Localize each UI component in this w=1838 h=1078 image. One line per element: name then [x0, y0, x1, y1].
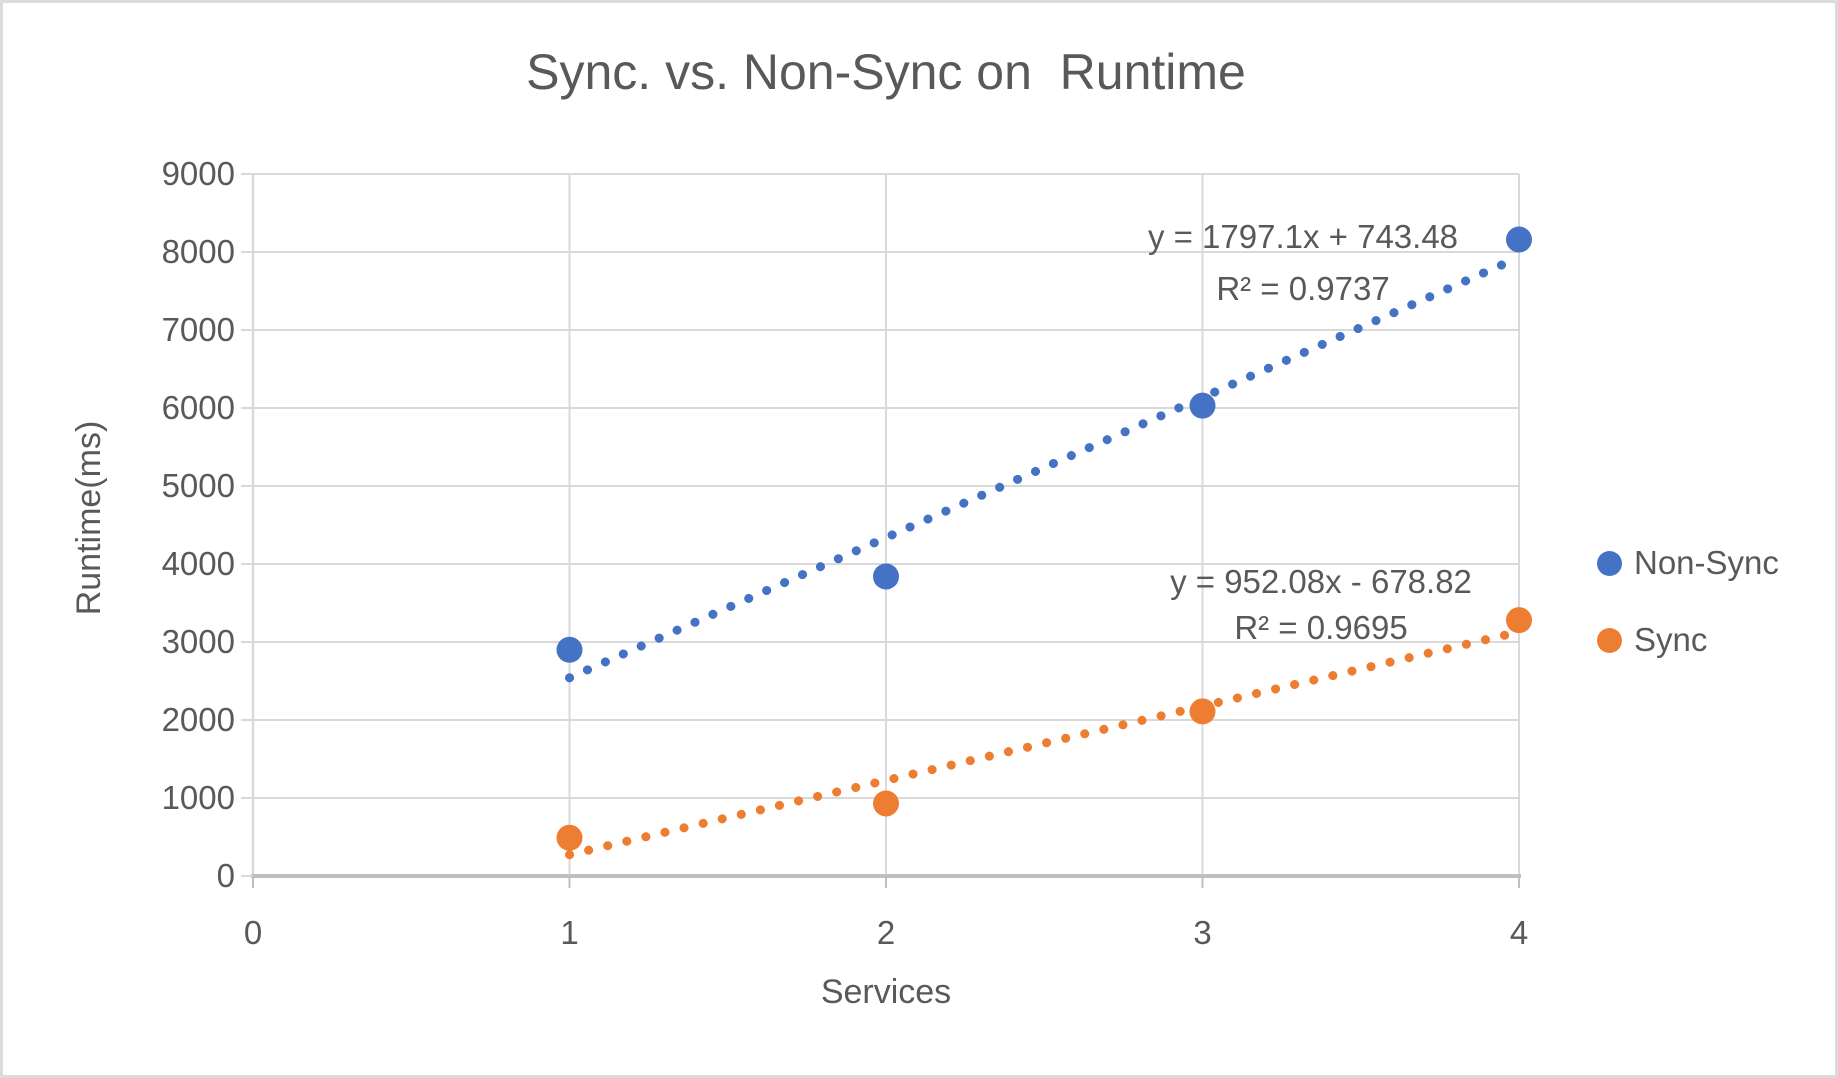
- data-point-non-sync: [556, 636, 583, 663]
- y-tick-label: 5000: [161, 467, 235, 504]
- y-tick-label: 7000: [161, 311, 235, 348]
- data-point-non-sync: [1189, 392, 1216, 419]
- legend-marker-icon: [1597, 550, 1622, 576]
- data-point-sync: [556, 824, 583, 851]
- y-tick-label: 0: [216, 857, 235, 894]
- y-tick-label: 8000: [161, 233, 235, 270]
- y-tick-label: 9000: [161, 155, 235, 192]
- y-axis-title: Runtime(ms): [70, 420, 108, 616]
- legend-item-non-sync: Non-Sync: [1597, 539, 1779, 587]
- trendline-non-sync: [565, 252, 1524, 683]
- trendline-r2-sync: R² = 0.9695: [1234, 609, 1408, 646]
- trendline-equation-sync: y = 952.08x - 678.82: [1170, 563, 1472, 600]
- y-tick-label: 6000: [161, 389, 235, 426]
- legend-label: Sync: [1634, 621, 1708, 658]
- y-tick-label: 1000: [161, 779, 235, 816]
- trendline-sync: [565, 627, 1524, 860]
- chart-title: Sync. vs. Non-Sync on Runtime: [526, 44, 1246, 100]
- x-tick-label: 1: [560, 914, 579, 951]
- trendline-equation-non-sync: y = 1797.1x + 743.48: [1147, 218, 1459, 255]
- data-point-sync: [1189, 698, 1216, 725]
- trendline-r2-non-sync: R² = 0.9737: [1216, 270, 1390, 307]
- data-point-sync: [1506, 607, 1532, 634]
- legend-marker-icon: [1597, 627, 1622, 653]
- legend-item-sync: Sync: [1597, 616, 1779, 664]
- x-tick-label: 4: [1509, 914, 1529, 951]
- data-point-non-sync: [1506, 226, 1532, 253]
- y-tick-label: 2000: [161, 701, 235, 738]
- y-tick-label: 3000: [161, 623, 235, 660]
- x-tick-label: 2: [876, 914, 896, 951]
- y-tick-label: 4000: [161, 545, 235, 582]
- trendline-label-non-sync: y = 1797.1x + 743.48 R² = 0.9737: [1093, 211, 1513, 315]
- trendline-label-sync: y = 952.08x - 678.82 R² = 0.9695: [1111, 559, 1531, 651]
- plot-area: [241, 173, 1532, 888]
- x-tick-label: 0: [243, 914, 263, 951]
- data-point-non-sync: [873, 563, 899, 590]
- legend: Non-Sync Sync: [1597, 539, 1779, 693]
- legend-label: Non-Sync: [1634, 544, 1779, 581]
- x-tick-label: 3: [1193, 914, 1212, 951]
- x-axis-title: Services: [820, 973, 952, 1011]
- data-point-sync: [873, 790, 899, 817]
